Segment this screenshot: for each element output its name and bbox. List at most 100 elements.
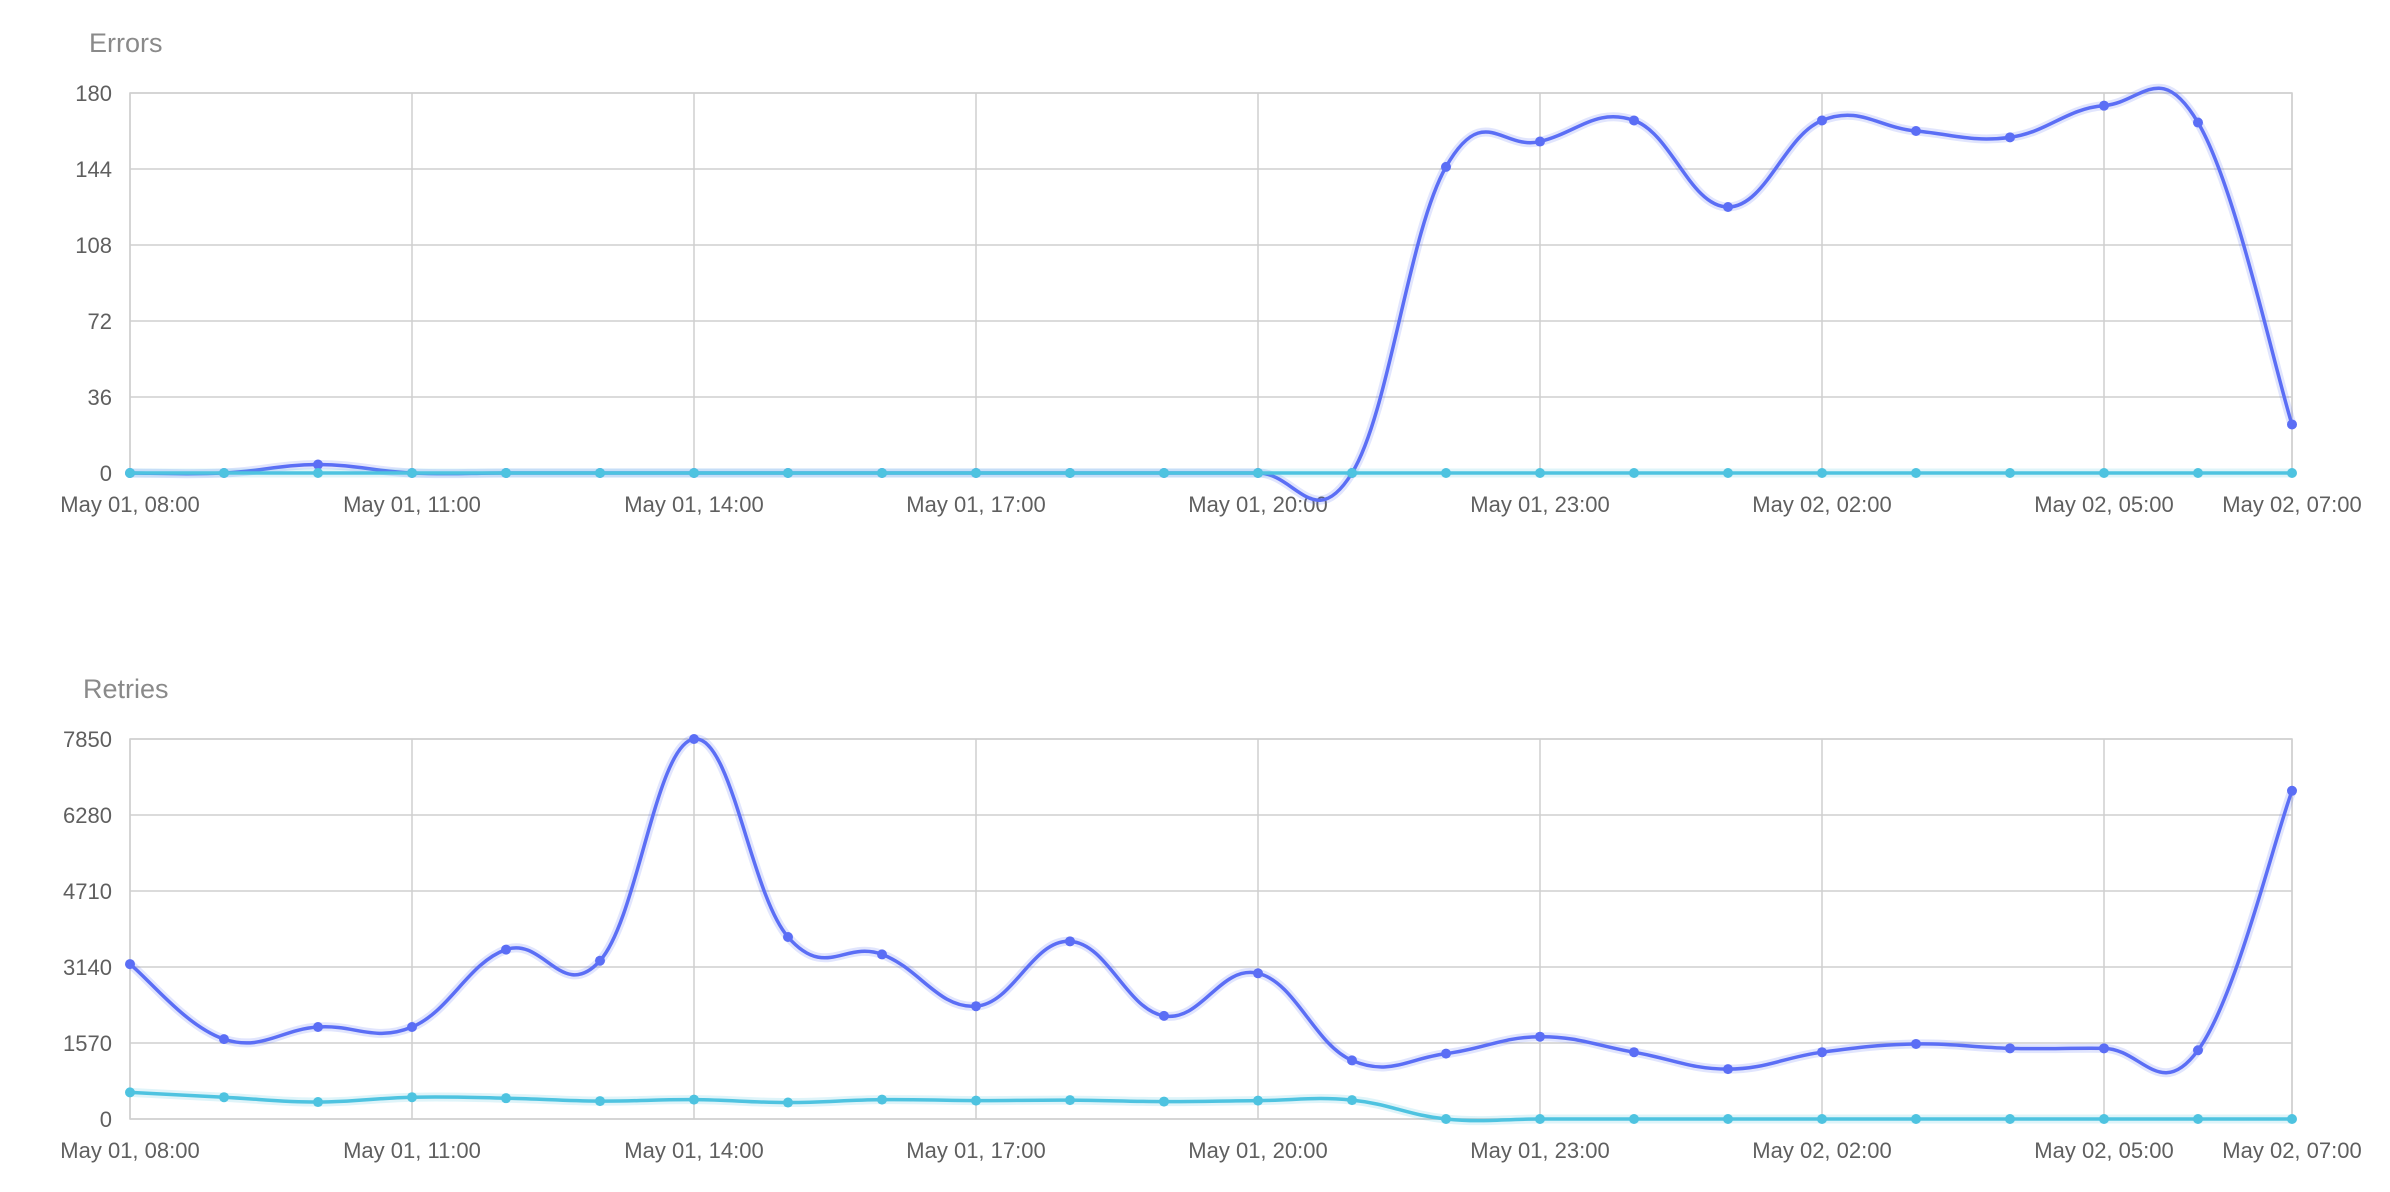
x-tick-label: May 02, 02:00 [1752,492,1891,517]
series-0-point [1159,1010,1169,1021]
series-0-point [2005,1043,2015,1054]
series-1-point [2005,468,2015,478]
series-1-point [1817,468,1827,478]
y-tick-label: 0 [100,1107,112,1132]
series-1-point [1253,468,1263,478]
x-tick-label: May 01, 23:00 [1470,492,1609,517]
series-1-point [1629,468,1639,478]
series-0-point [219,1034,229,1045]
series-1-point [783,468,793,478]
series-0-point [783,931,793,942]
series-0-point [595,955,605,966]
errors-chart: 0 36 72 108 144 180 May 01, 08:00 May 01, 11:00… [60,81,2361,517]
series-1-point [125,468,135,478]
series-0-point [125,959,135,970]
x-tick-label: May 01, 23:00 [1470,1138,1609,1163]
series-0-point [971,1001,981,1012]
series-0-point [407,1022,417,1033]
series-0-point [1253,968,1263,979]
y-tick-label: 7850 [63,727,112,752]
series-0-point [877,949,887,960]
x-tick-label: May 01, 20:00 [1188,1138,1327,1163]
series-0-point [2005,132,2015,143]
series-1-point [2099,1114,2109,1124]
series-1-point [1441,1114,1451,1124]
series-0-point [2099,1043,2109,1054]
series-0-point [1629,115,1639,126]
x-tick-label: May 01, 08:00 [60,492,199,517]
x-tick-label: May 01, 17:00 [906,1138,1045,1163]
series-1-point [313,1097,323,1108]
y-tick-label: 0 [100,461,112,486]
series-0-point [2287,419,2297,430]
series-1-point [1347,468,1357,478]
series-1-point [2287,1114,2297,1124]
series-0-point [1629,1047,1639,1058]
series-1-point [1629,1114,1639,1124]
series-1-point [877,1094,887,1105]
y-tick-label: 180 [75,81,112,106]
y-tick-label: 1570 [63,1031,112,1056]
x-tick-label: May 02, 05:00 [2034,492,2173,517]
series-1-point [595,1096,605,1107]
x-tick-label: May 01, 11:00 [343,492,481,517]
series-1-point [1253,1095,1263,1106]
series-0-point [1441,1048,1451,1059]
series-0-line [128,737,2294,1075]
series-0-point [2099,100,2109,111]
series-0-point [313,1022,323,1033]
series-1-point [2287,468,2297,478]
y-tick-label: 72 [88,309,112,334]
x-tick-label: May 01, 08:00 [60,1138,199,1163]
series-1-point [783,1097,793,1108]
series-0-point [2193,1045,2203,1056]
x-tick-label: May 02, 07:00 [2222,492,2361,517]
series-1-point [1535,468,1545,478]
series-0-point [501,944,511,955]
y-tick-label: 4710 [63,879,112,904]
y-tick-label: 6280 [63,803,112,828]
series-0-point [1065,936,1075,947]
series-1-point [407,1092,417,1103]
series-0-point [1441,161,1451,172]
x-tick-label: May 01, 17:00 [906,492,1045,517]
series-0-point [313,459,323,470]
x-tick-label: May 01, 14:00 [624,1138,763,1163]
series-1-point [2193,468,2203,478]
series-1-point [877,468,887,478]
series-0-point [2193,117,2203,128]
series-1-point [219,468,229,478]
series-1-point [219,1092,229,1103]
series-0-point [1723,1064,1733,1075]
x-tick-label: May 02, 05:00 [2034,1138,2173,1163]
y-tick-label: 144 [75,157,112,182]
y-tick-label: 3140 [63,955,112,980]
series-1-point [501,1093,511,1104]
series-1-line [129,1090,2292,1123]
series-1-point [407,468,417,478]
series-0-point [1535,136,1545,147]
series-1-point [1911,1114,1921,1124]
series-0-point [689,734,699,744]
series-1-point [313,468,323,478]
series-0-point [1723,202,1733,212]
series-1-point [971,1095,981,1106]
errors-chart-title: Errors [89,28,163,58]
series-1-point [125,1087,135,1098]
series-1-point [1817,1114,1827,1124]
x-tick-label: May 02, 07:00 [2222,1138,2361,1163]
series-1-point [1535,1114,1545,1124]
series-0-point [1817,115,1827,126]
series-1-point [1723,468,1733,478]
x-tick-label: May 02, 02:00 [1752,1138,1891,1163]
retries-chart-title: Retries [83,674,169,704]
y-tick-label: 36 [88,385,112,410]
series-1-point [1065,1095,1075,1106]
series-0-point [1911,126,1921,136]
series-0-point [2287,785,2297,796]
series-0-point [1911,1038,1921,1049]
series-1-point [1159,1096,1169,1107]
series-1-point [1065,468,1075,478]
